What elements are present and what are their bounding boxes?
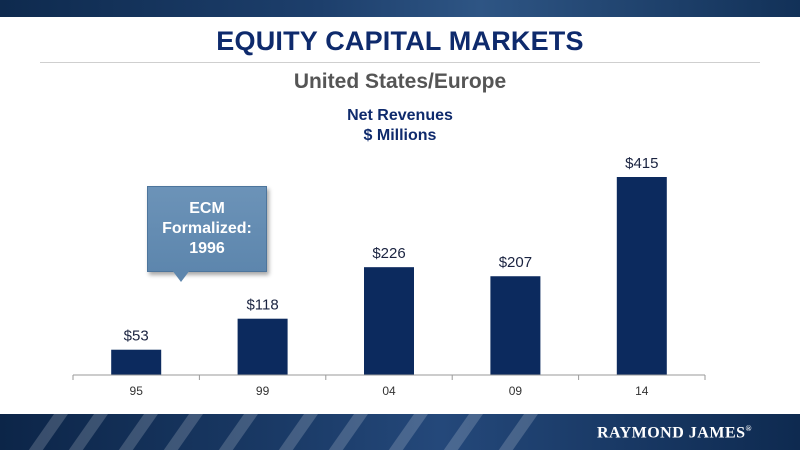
bar-09 xyxy=(490,276,541,375)
page-subtitle: United States/Europe xyxy=(293,70,507,93)
callout-line-1: ECM xyxy=(189,200,225,217)
chart-units: $ Millions xyxy=(363,127,437,144)
chart-title: Net Revenues xyxy=(347,107,453,124)
top-banner xyxy=(0,0,800,17)
raymond-james-logo: RAYMOND JAMES® xyxy=(596,424,752,442)
callout-pointer xyxy=(172,270,190,282)
bar-04 xyxy=(364,267,414,375)
bar-95 xyxy=(111,349,162,375)
bottom-banner xyxy=(0,414,800,450)
data-label-09: $207 xyxy=(499,254,532,271)
x-tick-label-04: 04 xyxy=(382,384,396,398)
x-tick-label-09: 09 xyxy=(509,384,523,398)
x-tick-label-95: 95 xyxy=(130,384,144,398)
chart-title-block: Net Revenues $ Millions xyxy=(0,106,800,146)
data-label-99: $118 xyxy=(246,297,278,314)
callout-line-2: Formalized: xyxy=(162,220,252,237)
x-tick-label-14: 14 xyxy=(635,384,649,398)
x-tick-label-99: 99 xyxy=(256,384,270,398)
data-label-14: $415 xyxy=(625,155,658,172)
callout-line-3: 1996 xyxy=(189,240,225,257)
data-label-95: $53 xyxy=(124,328,149,345)
title-divider xyxy=(40,62,760,63)
ecm-callout: ECM Formalized: 1996 xyxy=(147,186,267,272)
bar-14 xyxy=(616,177,667,375)
page-title: EQUITY CAPITAL MARKETS xyxy=(216,26,584,56)
bar-99 xyxy=(237,318,288,375)
data-label-04: $226 xyxy=(372,245,405,262)
